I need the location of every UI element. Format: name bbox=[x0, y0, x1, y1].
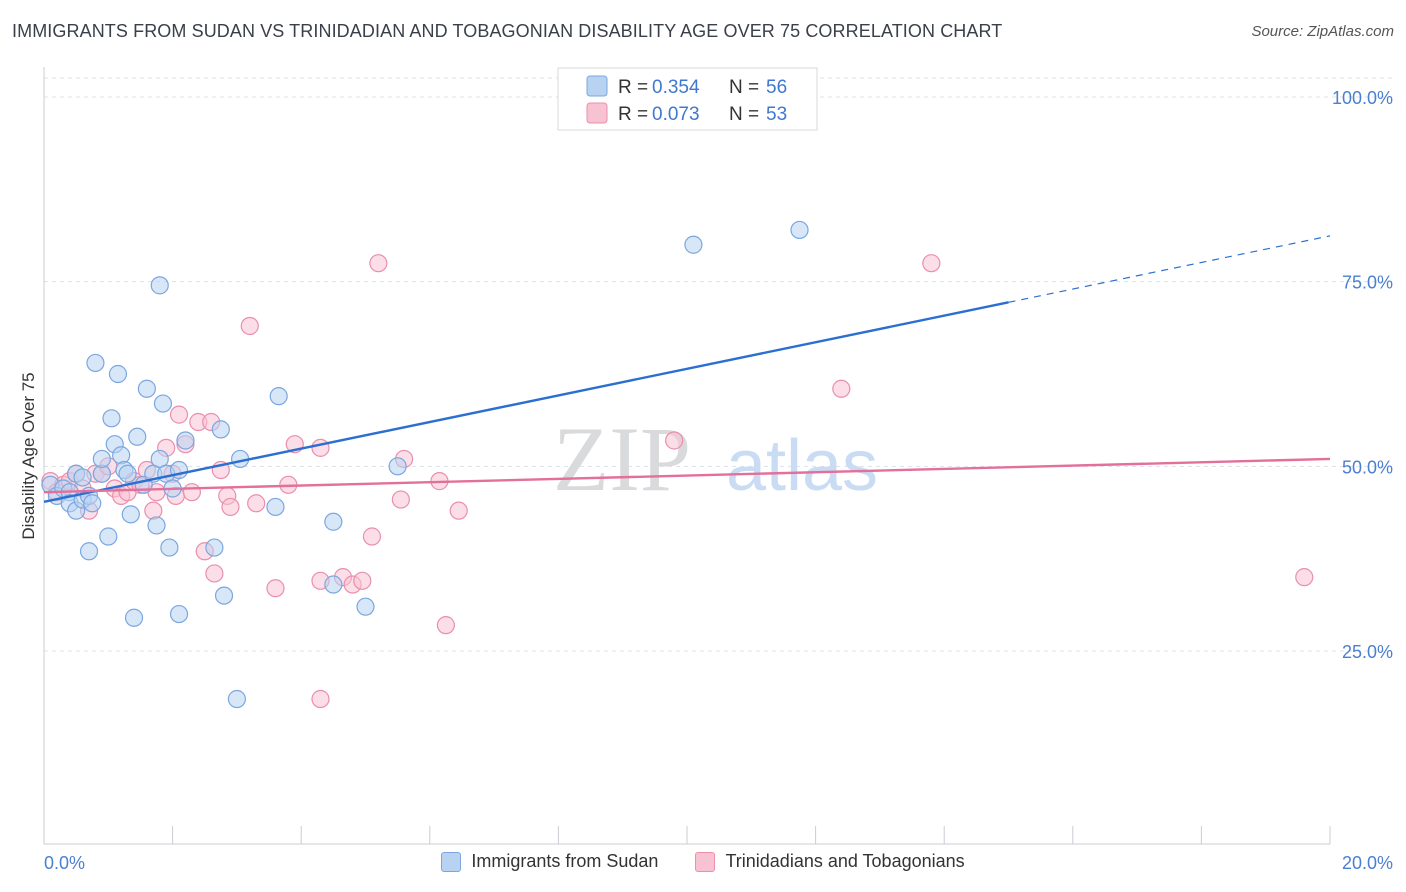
y-tick-labels: 25.0% 50.0% 75.0% 100.0% bbox=[1332, 88, 1393, 662]
legend-r-value: 0.354 bbox=[652, 77, 700, 98]
legend-r-label: R = bbox=[618, 104, 648, 125]
legend-swatch-pink bbox=[695, 851, 716, 872]
source-label: Source: ZipAtlas.com bbox=[1251, 23, 1394, 40]
legend-n-value: 56 bbox=[766, 77, 787, 98]
blue-data-point bbox=[99, 527, 118, 546]
blue-trend-line bbox=[43, 301, 1009, 503]
blue-data-point bbox=[324, 575, 343, 594]
blue-data-point bbox=[86, 353, 105, 373]
blue-data-point bbox=[121, 505, 140, 524]
pink-data-point bbox=[665, 431, 684, 450]
blue-data-point bbox=[205, 538, 224, 557]
blue-data-point bbox=[227, 689, 246, 709]
blue-data-point bbox=[147, 516, 166, 535]
blue-data-point bbox=[153, 394, 173, 413]
blue-data-point bbox=[266, 497, 285, 517]
blue-data-point bbox=[73, 468, 92, 487]
blue-data-point bbox=[176, 431, 195, 450]
blue-data-point bbox=[269, 387, 288, 406]
axes bbox=[43, 67, 1331, 845]
pink-data-point bbox=[311, 438, 330, 457]
watermark: ZIP atlas bbox=[553, 408, 878, 510]
pink-data-point bbox=[922, 254, 941, 273]
blue-data-point bbox=[684, 235, 703, 254]
pink-data-point bbox=[362, 527, 382, 546]
watermark-zip: ZIP bbox=[553, 408, 691, 510]
blue-data-point bbox=[137, 379, 156, 398]
blue-data-point bbox=[356, 597, 375, 616]
blue-data-point bbox=[214, 586, 234, 605]
stats-legend: R = 0.354 N = 56 R = 0.073 N = 53 bbox=[557, 67, 818, 131]
trend-lines bbox=[43, 235, 1331, 503]
blue-data-point bbox=[108, 364, 128, 384]
y-tick-label: 100.0% bbox=[1332, 88, 1393, 108]
blue-points bbox=[41, 220, 809, 709]
blue-data-point bbox=[118, 464, 137, 483]
pink-data-point bbox=[353, 571, 372, 590]
legend-swatch-pink bbox=[586, 102, 608, 124]
gridlines bbox=[44, 77, 1392, 652]
blue-data-point bbox=[83, 494, 102, 513]
blue-trend-extension bbox=[1008, 235, 1331, 303]
legend-n-label: N = bbox=[729, 77, 759, 98]
pink-data-point bbox=[1295, 568, 1314, 587]
pink-data-point bbox=[205, 564, 224, 583]
x-tick-labels: 0.0% 20.0% bbox=[44, 853, 1393, 873]
bottom-legend: Immigrants from Sudan Trinidadians and T… bbox=[0, 851, 1406, 877]
pink-data-point bbox=[247, 494, 266, 513]
legend-item-trinidad[interactable]: Trinidadians and Tobagonians bbox=[695, 851, 965, 872]
pink-data-point bbox=[369, 254, 388, 273]
blue-data-point bbox=[112, 446, 131, 465]
pink-data-point bbox=[832, 379, 851, 398]
legend-swatch-blue bbox=[586, 75, 608, 97]
legend-item-sudan[interactable]: Immigrants from Sudan bbox=[441, 851, 658, 872]
legend-n-value: 53 bbox=[766, 104, 787, 125]
pink-data-point bbox=[436, 616, 455, 635]
pink-data-point bbox=[449, 501, 468, 520]
watermark-atlas: atlas bbox=[726, 426, 878, 506]
pink-data-point bbox=[240, 316, 259, 336]
x-tick-label: 0.0% bbox=[44, 853, 85, 873]
pink-data-point bbox=[221, 497, 240, 517]
legend-swatch-blue bbox=[441, 851, 462, 872]
pink-data-point bbox=[311, 689, 330, 709]
chart-title: IMMIGRANTS FROM SUDAN VS TRINIDADIAN AND… bbox=[12, 21, 1003, 41]
x-tick-label: 20.0% bbox=[1342, 853, 1393, 873]
blue-data-point bbox=[79, 542, 99, 561]
legend-label-trinidad: Trinidadians and Tobagonians bbox=[725, 851, 965, 871]
y-tick-label: 25.0% bbox=[1342, 642, 1393, 662]
blue-data-point bbox=[150, 276, 169, 295]
pink-data-point bbox=[144, 501, 163, 520]
blue-data-point bbox=[92, 449, 111, 469]
blue-data-point bbox=[211, 420, 230, 439]
y-tick-label: 50.0% bbox=[1342, 457, 1393, 477]
pink-data-point bbox=[391, 490, 410, 509]
blue-data-point bbox=[102, 409, 121, 428]
y-axis-label: Disability Age Over 75 bbox=[19, 372, 38, 539]
y-tick-label: 75.0% bbox=[1342, 273, 1393, 293]
pink-data-point bbox=[182, 483, 201, 502]
legend-r-value: 0.073 bbox=[652, 104, 700, 125]
blue-data-point bbox=[169, 604, 189, 624]
blue-data-point bbox=[124, 608, 144, 627]
pink-trend-line bbox=[43, 457, 1331, 494]
blue-data-point bbox=[128, 427, 147, 446]
blue-data-point bbox=[324, 512, 343, 531]
pink-data-point bbox=[169, 405, 189, 424]
legend-r-label: R = bbox=[618, 77, 648, 98]
blue-data-point bbox=[388, 457, 407, 476]
legend-label-sudan: Immigrants from Sudan bbox=[471, 851, 659, 871]
legend-n-label: N = bbox=[729, 104, 759, 125]
blue-data-point bbox=[790, 220, 809, 240]
pink-data-point bbox=[266, 579, 285, 598]
blue-data-point bbox=[160, 538, 179, 557]
